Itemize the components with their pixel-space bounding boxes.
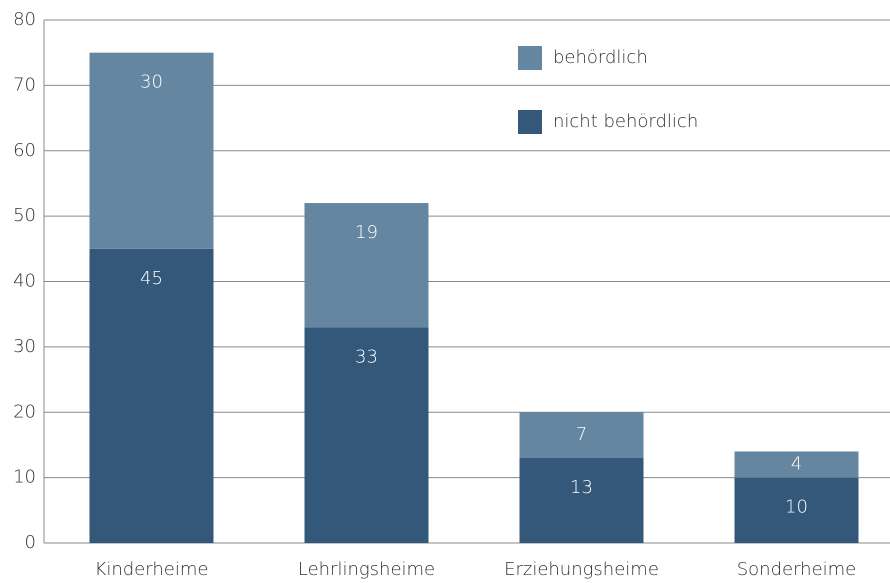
data-label: 19 <box>355 222 378 243</box>
y-tick-label: 60 <box>13 140 36 161</box>
bar-segment <box>89 248 214 543</box>
y-tick-label: 70 <box>13 74 36 95</box>
data-label: 4 <box>791 454 802 475</box>
y-tick-label: 20 <box>13 401 36 422</box>
bar-segment <box>304 327 429 543</box>
bar-segment <box>734 451 859 478</box>
data-label: 10 <box>785 497 808 518</box>
x-tick-label: Erziehungsheime <box>504 559 659 580</box>
y-tick-label: 40 <box>13 271 36 292</box>
legend-swatch <box>518 46 542 70</box>
bar-segment <box>304 203 429 328</box>
data-label: 13 <box>570 477 593 498</box>
data-label: 30 <box>140 72 163 93</box>
bar-segment <box>89 52 214 249</box>
x-tick-label: Lehrlingsheime <box>298 559 435 580</box>
y-tick-label: 50 <box>13 205 36 226</box>
data-label: 45 <box>140 268 163 289</box>
data-label: 7 <box>576 424 587 445</box>
y-tick-label: 30 <box>13 336 36 357</box>
legend-label: nicht behördlich <box>553 111 698 132</box>
y-tick-label: 0 <box>25 532 36 553</box>
bar-segment <box>519 458 644 543</box>
data-label: 33 <box>355 346 378 367</box>
x-tick-label: Kinderheime <box>95 559 209 580</box>
x-tick-label: Sonderheime <box>737 559 857 580</box>
y-tick-label: 10 <box>13 467 36 488</box>
legend-swatch <box>518 110 542 134</box>
bar-segment <box>519 412 644 459</box>
legend-label: behördlich <box>553 47 648 68</box>
y-tick-label: 80 <box>13 9 36 30</box>
bar-segment <box>734 477 859 543</box>
